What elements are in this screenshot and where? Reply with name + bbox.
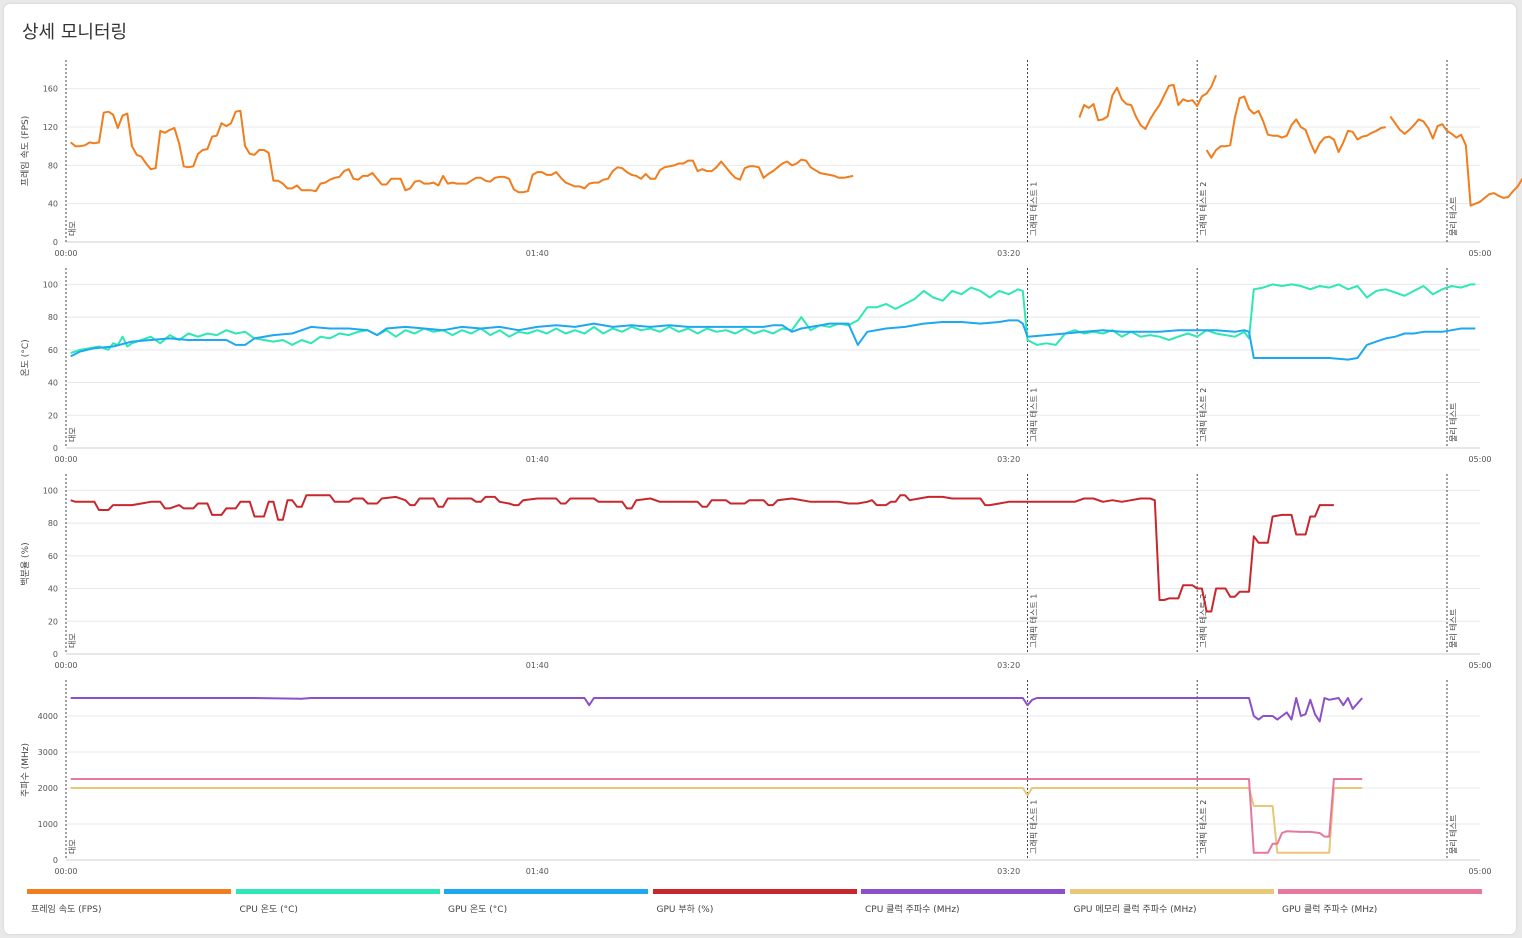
test-marker-label: 대모 <box>68 839 77 854</box>
legend-label: GPU 부하 (%) <box>656 905 714 915</box>
x-tick-label: 00:00 <box>54 867 77 876</box>
x-tick-label: 01:40 <box>526 867 549 876</box>
chart-panel-1: 0 40 80 120 160 00:00 01:40 03:20 05:00 프레임 속도 (F… <box>19 60 1522 258</box>
test-marker-label: 대모 <box>68 221 77 236</box>
legend-label: GPU 메모리 클럭 주파수 (MHz) <box>1073 905 1197 915</box>
legend-swatch <box>444 889 648 894</box>
x-tick-label: 05:00 <box>1468 867 1491 876</box>
legend-item[interactable]: GPU 메모리 클럭 주파수 (MHz) <box>1069 889 1274 915</box>
series-line-4-2-1 <box>70 787 1363 854</box>
legend-item[interactable]: 프레임 속도 (FPS) <box>27 889 231 915</box>
y-tick-label: 100 <box>43 280 58 289</box>
y-tick-label: 80 <box>48 519 58 528</box>
series-line-4-3-1 <box>70 778 1363 854</box>
legend-label: GPU 온도 (°C) <box>448 905 508 915</box>
x-tick-label: 00:00 <box>54 249 77 258</box>
test-marker-label: 그래픽 테스트 2 <box>1198 800 1208 854</box>
x-tick-label: 05:00 <box>1468 455 1491 464</box>
y-axis-label: 온도 (°C) <box>20 339 31 376</box>
series-line-4-1-1 <box>70 697 1363 723</box>
x-tick-label: 01:40 <box>526 249 549 258</box>
legend-item[interactable]: GPU 온도 (°C) <box>444 889 648 915</box>
legend-item[interactable]: CPU 클럭 주파수 (MHz) <box>861 889 1065 915</box>
y-tick-label: 2000 <box>38 784 58 793</box>
y-tick-label: 80 <box>48 313 58 322</box>
x-tick-label: 05:00 <box>1468 249 1491 258</box>
legend-swatch <box>1278 889 1482 894</box>
x-tick-label: 01:40 <box>526 455 549 464</box>
y-tick-label: 0 <box>53 650 58 659</box>
y-axis-label: 주파수 (MHz) <box>20 743 31 797</box>
series-line-1-1-1 <box>70 109 854 194</box>
legend-swatch <box>861 889 1065 894</box>
legend: 프레임 속도 (FPS) CPU 온도 (°C) GPU 온도 (°C) GPU 부하… <box>27 889 1490 929</box>
test-marker-label: 물리 테스트 <box>1449 197 1458 236</box>
legend-item[interactable]: CPU 온도 (°C) <box>235 889 440 915</box>
series-line-2-1-1 <box>70 283 1476 355</box>
legend-swatch <box>1069 889 1274 894</box>
x-tick-label: 00:00 <box>54 455 77 464</box>
test-marker-label: 그래픽 테스트 2 <box>1198 594 1208 648</box>
legend-label: CPU 온도 (°C) <box>239 905 298 915</box>
x-tick-label: 05:00 <box>1468 661 1491 670</box>
series-line-1-1-2 <box>1078 74 1218 130</box>
y-tick-label: 80 <box>48 161 58 170</box>
legend-label: GPU 클럭 주파수 (MHz) <box>1282 905 1378 915</box>
test-marker-label: 그래픽 테스트 1 <box>1029 800 1039 854</box>
test-marker-label: 대모 <box>68 633 77 648</box>
x-tick-label: 03:20 <box>997 249 1020 258</box>
y-tick-label: 120 <box>43 123 58 132</box>
y-tick-label: 40 <box>48 585 58 594</box>
series-line-1-1-4 <box>1389 115 1522 207</box>
series-line-1-1-3 <box>1205 95 1386 159</box>
x-tick-label: 03:20 <box>997 661 1020 670</box>
y-tick-label: 20 <box>48 617 58 626</box>
page-title: 상세 모니터링 <box>22 22 128 43</box>
x-tick-label: 01:40 <box>526 661 549 670</box>
y-axis-label: 백분율 (%) <box>20 542 31 585</box>
test-marker-label: 그래픽 테스트 1 <box>1029 182 1039 236</box>
y-tick-label: 40 <box>48 379 58 388</box>
chart-panel-3: 0 20 40 60 80 100 00:00 01:40 03:20 05:00 백분율 (%) 대… <box>20 474 1492 670</box>
y-tick-label: 60 <box>48 552 58 561</box>
test-marker-label: 물리 테스트 <box>1449 403 1458 442</box>
test-marker-label: 그래픽 테스트 2 <box>1198 388 1208 442</box>
y-tick-label: 0 <box>53 238 58 247</box>
y-tick-label: 3000 <box>38 748 58 757</box>
legend-item[interactable]: GPU 클럭 주파수 (MHz) <box>1278 889 1482 915</box>
legend-swatch <box>652 889 857 894</box>
y-tick-label: 4000 <box>38 712 58 721</box>
y-tick-label: 60 <box>48 346 58 355</box>
y-tick-label: 1000 <box>38 820 58 829</box>
test-marker-label: 그래픽 테스트 1 <box>1029 388 1039 442</box>
x-tick-label: 00:00 <box>54 661 77 670</box>
y-tick-label: 100 <box>43 486 58 495</box>
chart-panel-4: 0 1000 2000 3000 4000 00:00 01:40 03:20 05:00 주파수… <box>20 680 1492 876</box>
y-tick-label: 20 <box>48 411 58 420</box>
y-tick-label: 160 <box>43 85 58 94</box>
test-marker-label: 그래픽 테스트 1 <box>1029 594 1039 648</box>
test-marker-label: 그래픽 테스트 2 <box>1198 182 1208 236</box>
legend-swatch <box>235 889 440 894</box>
legend-label: CPU 클럭 주파수 (MHz) <box>865 905 960 915</box>
legend-label: 프레임 속도 (FPS) <box>31 905 102 915</box>
x-tick-label: 03:20 <box>997 867 1020 876</box>
test-marker-label: 대모 <box>68 427 77 442</box>
legend-item[interactable]: GPU 부하 (%) <box>652 889 857 915</box>
x-tick-label: 03:20 <box>997 455 1020 464</box>
chart-panel-2: 0 20 40 60 80 100 00:00 01:40 03:20 05:00 온도 (°C) 대… <box>20 268 1492 464</box>
y-tick-label: 40 <box>48 200 58 209</box>
y-axis-label: 프레임 속도 (FPS) <box>19 116 31 186</box>
series-line-3-1-1 <box>70 494 1334 613</box>
test-marker-label: 물리 테스트 <box>1449 609 1458 648</box>
legend-swatch <box>27 889 231 894</box>
y-tick-label: 0 <box>53 444 58 453</box>
test-marker-label: 물리 테스트 <box>1449 815 1458 854</box>
y-tick-label: 0 <box>53 856 58 865</box>
series-line-2-2-1 <box>70 319 1476 361</box>
